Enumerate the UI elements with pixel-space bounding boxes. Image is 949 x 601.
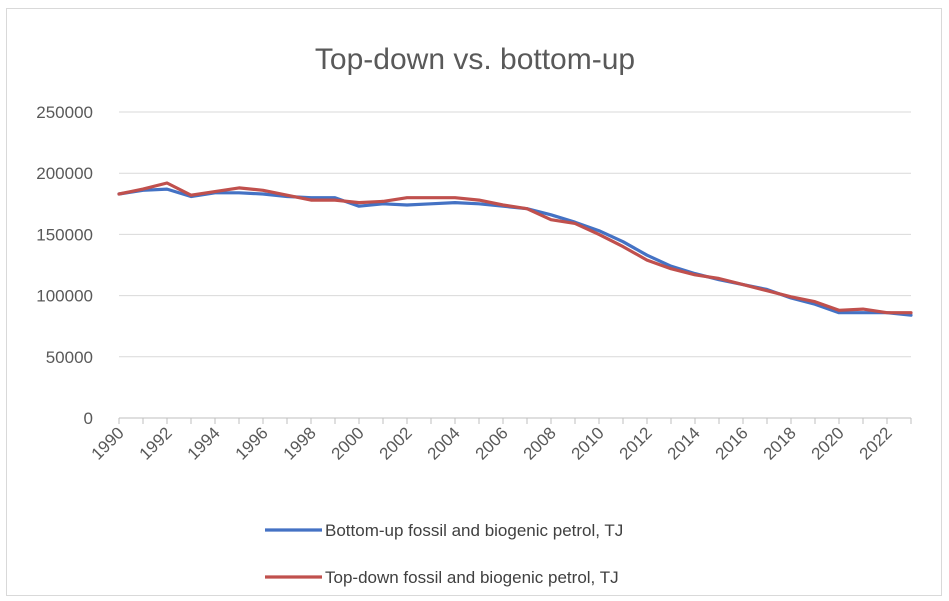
legend: Bottom-up fossil and biogenic petrol, TJ…: [265, 521, 623, 587]
x-tick-label: 2002: [376, 423, 416, 463]
chart-title: Top-down vs. bottom-up: [315, 43, 635, 76]
x-tick-label: 2018: [760, 423, 800, 463]
series-line-top-down: [117, 181, 913, 315]
chart-svg: Top-down vs. bottom-up 0 50000 100000 15000…: [36, 43, 913, 587]
y-axis-tick-labels: 0 50000 100000 150000 200000 250000: [36, 103, 93, 428]
y-tick-label: 150000: [36, 225, 93, 244]
y-tick-label: 100000: [36, 287, 93, 306]
x-tick-label: 2016: [712, 423, 752, 463]
y-tick-label: 0: [84, 409, 93, 428]
legend-label-bottom-up: Bottom-up fossil and biogenic petrol, TJ: [325, 521, 623, 540]
x-tick-label: 2008: [520, 423, 560, 463]
x-tick-label: 2004: [424, 423, 464, 463]
x-tick-label: 1998: [280, 423, 320, 463]
x-tick-label: 2022: [856, 423, 896, 463]
x-tick-label: 2014: [664, 423, 704, 463]
legend-label-top-down: Top-down fossil and biogenic petrol, TJ: [325, 568, 619, 587]
grid-lines: [119, 111, 911, 358]
x-tick-label: 2000: [328, 423, 368, 463]
x-tick-label: 1994: [184, 423, 224, 463]
x-tick-label: 2006: [472, 423, 512, 463]
x-axis-tick-labels: 1990 1992 1994 1996 1998 2000 2002 2004 2006 2008…: [88, 423, 896, 463]
series-lines: [117, 181, 913, 317]
x-tick-label: 2012: [616, 423, 656, 463]
x-axis: [118, 417, 912, 424]
x-tick-label: 1990: [88, 423, 128, 463]
x-tick-label: 2020: [808, 423, 848, 463]
chart-container: Top-down vs. bottom-up 0 50000 100000 15000…: [6, 8, 942, 596]
x-tick-label: 1996: [232, 423, 272, 463]
y-tick-label: 200000: [36, 164, 93, 183]
x-tick-label: 1992: [136, 423, 176, 463]
y-tick-label: 50000: [46, 348, 93, 367]
y-tick-label: 250000: [36, 103, 93, 122]
x-tick-label: 2010: [568, 423, 608, 463]
